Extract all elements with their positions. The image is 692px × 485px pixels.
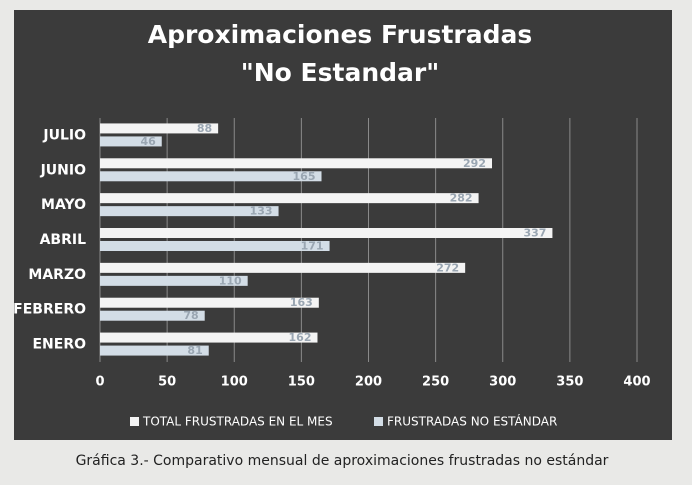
legend-swatch [374, 417, 383, 426]
legend-label: FRUSTRADAS NO ESTÁNDAR [387, 414, 557, 429]
data-label: 110 [219, 274, 242, 287]
x-tick-label: 0 [95, 375, 104, 390]
x-tick-label: 100 [221, 375, 248, 390]
y-tick-label: MARZO [28, 267, 86, 283]
data-label: 133 [250, 205, 273, 218]
x-tick-label: 150 [288, 375, 315, 390]
data-label: 272 [436, 261, 459, 274]
caption: Gráfica 3.- Comparativo mensual de aprox… [76, 453, 609, 469]
chart-title: Aproximaciones Frustradas [148, 20, 533, 49]
data-label: 78 [183, 309, 198, 322]
x-tick-label: 250 [422, 375, 449, 390]
data-label: 81 [187, 344, 202, 357]
bar [100, 123, 219, 134]
bar [100, 171, 322, 182]
bar [100, 158, 493, 169]
chart-panel [14, 10, 672, 440]
bar [100, 297, 319, 308]
data-label: 292 [463, 157, 486, 170]
chart-subtitle: "No Estandar" [241, 58, 440, 87]
legend-swatch [130, 417, 139, 426]
bar [100, 193, 479, 204]
bar [100, 241, 330, 251]
data-label: 282 [450, 192, 473, 205]
y-tick-label: ABRIL [40, 232, 86, 248]
x-tick-label: 300 [489, 375, 516, 390]
y-tick-label: MAYO [41, 197, 86, 213]
legend-label: TOTAL FRUSTRADAS EN EL MES [142, 415, 333, 429]
data-label: 165 [293, 170, 316, 183]
y-tick-label: ENERO [32, 337, 86, 353]
bar [100, 228, 553, 238]
data-label: 163 [290, 296, 313, 309]
bar [100, 332, 318, 343]
y-tick-label: JULIO [42, 127, 86, 143]
bar [100, 275, 248, 286]
x-tick-label: 400 [623, 375, 650, 390]
data-label: 46 [140, 135, 156, 148]
x-tick-label: 350 [556, 375, 583, 390]
bar [100, 262, 466, 273]
data-label: 162 [289, 331, 312, 344]
bar [100, 206, 279, 217]
data-label: 337 [523, 227, 546, 240]
x-tick-label: 50 [158, 375, 176, 390]
bar [100, 345, 209, 356]
bar [100, 136, 162, 147]
bar [100, 310, 205, 321]
data-label: 171 [301, 240, 324, 253]
data-label: 88 [197, 122, 212, 135]
x-tick-label: 200 [355, 375, 382, 390]
y-tick-label: JUNIO [40, 162, 87, 178]
y-tick-label: FEBRERO [13, 302, 86, 318]
